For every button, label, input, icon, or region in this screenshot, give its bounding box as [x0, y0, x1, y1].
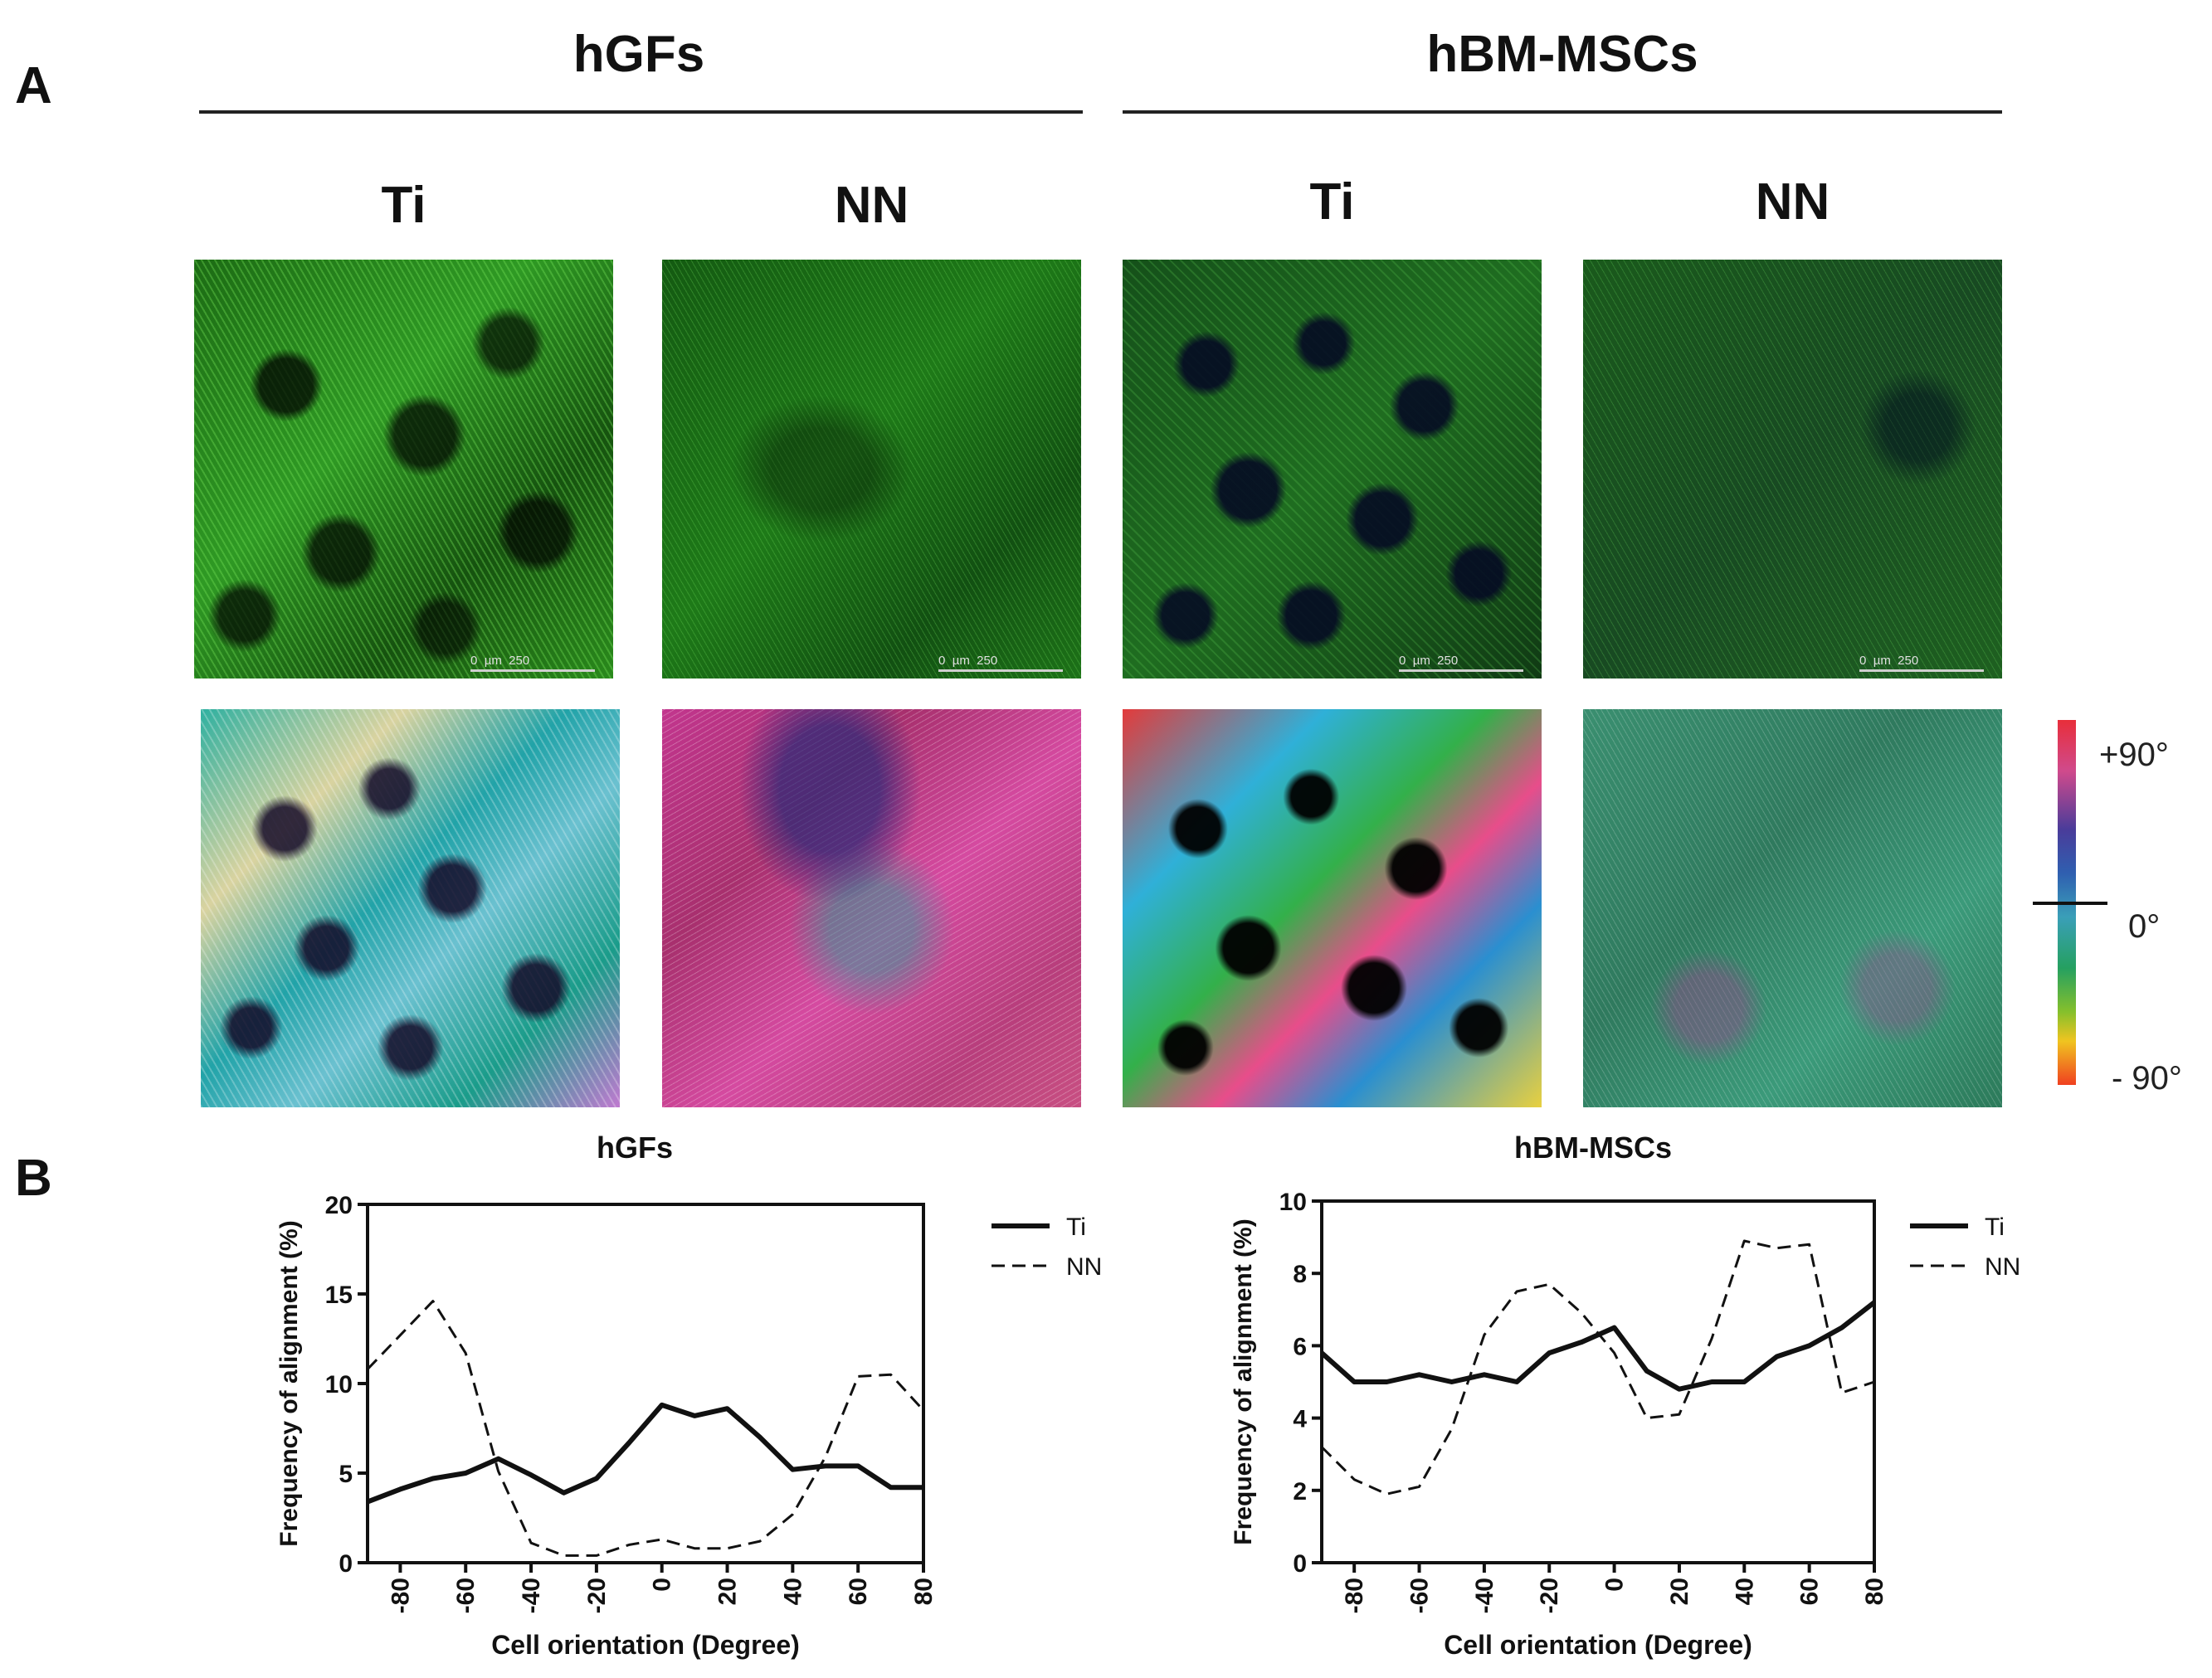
y-tick-label: 0: [1293, 1550, 1307, 1578]
y-tick-label: 8: [1293, 1261, 1307, 1288]
chart-title-hbm-mscs: hBM-MSCs: [1514, 1131, 1672, 1165]
x-tick-label: -60: [452, 1578, 480, 1613]
plot-frame: [1320, 1199, 1876, 1564]
series-line-nn: [1320, 1239, 1875, 1496]
scale-bar: 0 µm 250: [1399, 654, 1523, 672]
y-tick-label: 10: [1279, 1189, 1307, 1216]
chart-hgfs: 0 5 10 15 20 -80 -60 -40 -20 0 20 40 60 80 Cell orient…: [275, 1192, 1102, 1660]
y-axis-label: Frequency of alignment (%): [275, 1220, 303, 1546]
colorbar-mid-label: 0°: [2128, 908, 2161, 945]
x-tick-label: 0: [649, 1578, 676, 1592]
group-rule-hgfs: [199, 110, 1083, 114]
condition-label-hbm-nn: NN: [1755, 173, 1830, 231]
x-tick-label: -20: [1536, 1578, 1563, 1613]
x-tick-label: 0: [1601, 1578, 1629, 1592]
scale-bar: 0 µm 250: [1859, 654, 1984, 672]
scale-bar: 0 µm 250: [938, 654, 1063, 672]
condition-label-hgfs-ti: Ti: [381, 177, 426, 234]
series-line-ti: [1320, 1300, 1876, 1392]
x-tick-label: -20: [583, 1578, 611, 1613]
panel-b-label: B: [15, 1150, 52, 1207]
series-line-ti: [366, 1402, 923, 1505]
y-tick-label: 4: [1293, 1406, 1307, 1433]
y-tick-label: 10: [325, 1371, 353, 1398]
group-rule-hbm-mscs: [1123, 110, 2002, 114]
x-tick-label: 80: [1861, 1578, 1888, 1605]
x-tick-label: 20: [714, 1578, 742, 1605]
x-tick-label: -40: [518, 1578, 545, 1613]
orientation-map-hbm-nn: [1583, 709, 2002, 1107]
x-axis-label: Cell orientation (Degree): [491, 1630, 800, 1660]
colorbar-bottom-label: - 90°: [2112, 1060, 2182, 1097]
x-tick-label: -40: [1471, 1578, 1498, 1613]
x-tick-label: 40: [1731, 1578, 1758, 1605]
group-title-hbm-mscs: hBM-MSCs: [1426, 26, 1698, 83]
x-tick-label: 60: [845, 1578, 872, 1605]
x-tick-label: -80: [387, 1578, 414, 1613]
orientation-map-hgfs-ti: [201, 709, 620, 1107]
colorbar-top-label: +90°: [2099, 737, 2169, 773]
y-tick-label: 2: [1293, 1478, 1307, 1505]
y-tick-label: 5: [339, 1461, 353, 1488]
x-tick-label: 40: [779, 1578, 806, 1605]
micrograph-hbm-ti: 0 µm 250: [1123, 260, 1542, 678]
series-line-nn: [366, 1300, 925, 1557]
x-tick-label: 20: [1666, 1578, 1693, 1605]
orientation-map-hgfs-nn: [662, 709, 1081, 1107]
condition-label-hbm-ti: Ti: [1309, 173, 1355, 231]
colorbar-zero-tick: [2033, 902, 2107, 905]
legend-label-ti: Ti: [1985, 1214, 2005, 1241]
group-title-hgfs: hGFs: [572, 26, 705, 83]
y-tick-label: 0: [339, 1550, 353, 1578]
y-tick-label: 15: [325, 1282, 353, 1309]
panel-a-label: A: [15, 57, 52, 114]
orientation-map-hbm-ti: [1123, 709, 1542, 1107]
x-tick-label: 80: [910, 1578, 938, 1605]
chart-title-hgfs: hGFs: [596, 1131, 673, 1165]
micrograph-hgfs-nn: 0 µm 250: [662, 260, 1081, 678]
micrograph-hgfs-ti: 0 µm 250: [194, 260, 613, 678]
x-tick-label: 60: [1796, 1578, 1824, 1605]
y-tick-label: 20: [325, 1192, 353, 1219]
y-tick-label: 6: [1293, 1333, 1307, 1360]
plot-frame: [366, 1203, 925, 1564]
legend-label-ti: Ti: [1066, 1214, 1086, 1241]
x-axis-label: Cell orientation (Degree): [1444, 1630, 1752, 1660]
legend-label-nn: NN: [1985, 1253, 2020, 1281]
x-tick-label: -80: [1341, 1578, 1368, 1613]
micrograph-hbm-nn: 0 µm 250: [1583, 260, 2002, 678]
chart-hbm-mscs: 0 2 4 6 8 10 -80 -60 -40 -20 0 20 40 60 80 Cell orienta…: [1230, 1189, 2020, 1660]
y-axis-label: Frequency of alignment (%): [1230, 1218, 1257, 1544]
legend-label-nn: NN: [1066, 1253, 1102, 1281]
scale-bar: 0 µm 250: [470, 654, 595, 672]
condition-label-hgfs-nn: NN: [834, 177, 909, 234]
x-tick-label: -60: [1406, 1578, 1434, 1613]
